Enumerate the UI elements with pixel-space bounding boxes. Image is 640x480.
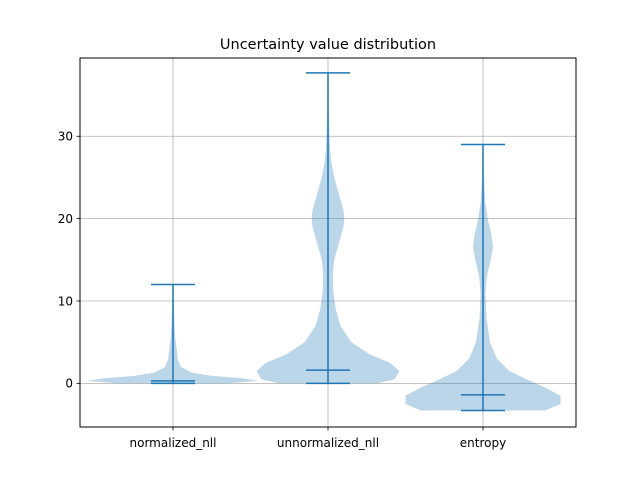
y-tick-label: 30 [58, 130, 73, 144]
chart-title: Uncertainty value distribution [220, 37, 436, 53]
x-tick-label: entropy [460, 436, 506, 450]
x-tick-label: unnormalized_nll [277, 436, 379, 450]
violins [87, 72, 561, 412]
x-tick-label: normalized_nll [130, 436, 217, 450]
y-tick-label: 20 [58, 212, 73, 226]
ticks: 0 10 20 30 normalized_nll unnormalized_nll ent… [58, 130, 507, 450]
y-tick-label: 10 [58, 294, 73, 308]
y-tick-label: 0 [65, 377, 73, 391]
